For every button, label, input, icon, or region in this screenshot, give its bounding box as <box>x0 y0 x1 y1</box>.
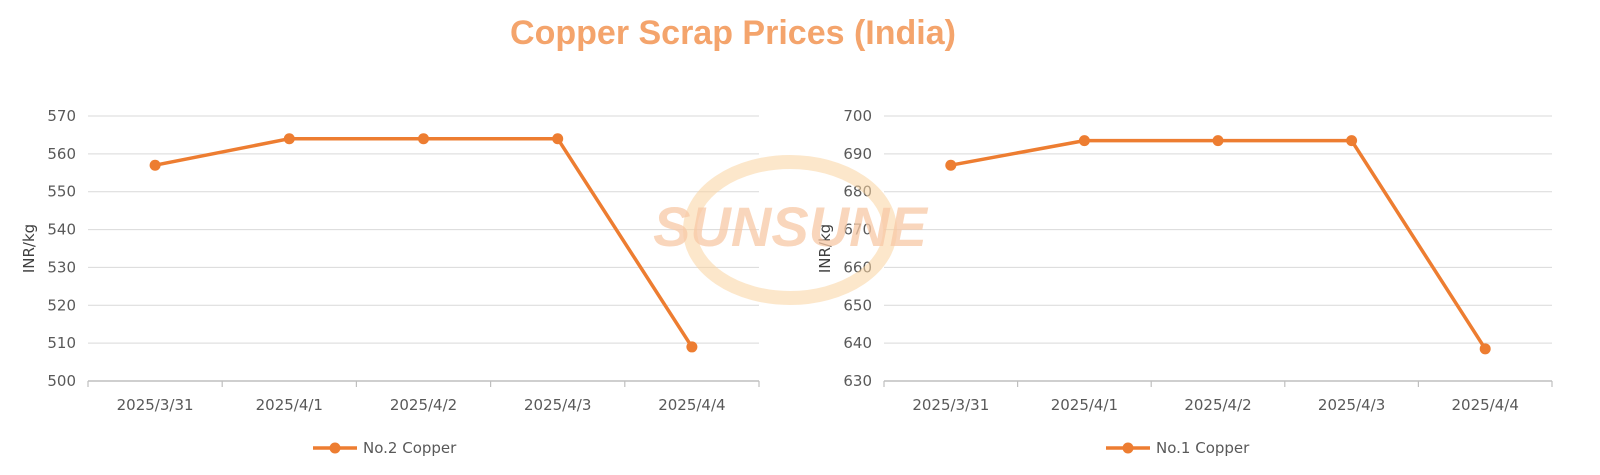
legend-marker <box>1122 442 1134 454</box>
y-tick-label: 560 <box>47 145 76 163</box>
data-point <box>149 159 161 171</box>
data-point <box>283 133 295 145</box>
y-tick-label: 500 <box>47 372 76 390</box>
y-tick-label: 660 <box>843 258 872 276</box>
y-tick-label: 700 <box>843 107 872 125</box>
legend-label: No.1 Copper <box>1156 439 1250 457</box>
x-tick-label: 2025/4/4 <box>658 396 725 414</box>
data-point <box>686 341 698 353</box>
x-tick-label: 2025/3/31 <box>117 396 194 414</box>
chart-no1-copper: 630 640 650 660 670 680 690 700 2025/3/31 2025/4/… <box>816 107 1553 457</box>
x-tick-label: 2025/4/4 <box>1452 396 1519 414</box>
y-tick-label: 570 <box>47 107 76 125</box>
x-tick-label: 2025/4/3 <box>1318 396 1385 414</box>
y-axis-label: INR/kg <box>20 224 38 273</box>
data-point <box>1346 135 1358 147</box>
y-tick-label: 640 <box>843 334 872 352</box>
y-tick-label: 680 <box>843 183 872 201</box>
x-tick-label: 2025/4/2 <box>1184 396 1251 414</box>
y-tick-label: 510 <box>47 334 76 352</box>
series-line <box>949 138 1487 351</box>
y-tick-label: 530 <box>47 258 76 276</box>
chart-no2-copper: 500 510 520 530 540 550 560 570 2025/3/31 2025/4/… <box>20 107 760 457</box>
x-tick-label: 2025/4/2 <box>390 396 457 414</box>
legend-label: No.2 Copper <box>363 439 457 457</box>
y-tick-label: 540 <box>47 221 76 239</box>
y-tick-label: 650 <box>843 296 872 314</box>
x-tick-label: 2025/4/3 <box>524 396 591 414</box>
y-tick-label: 670 <box>843 221 872 239</box>
y-axis-label: INR/kg <box>816 224 834 273</box>
data-point <box>1212 135 1224 147</box>
page-title: Copper Scrap Prices (India) <box>510 14 956 52</box>
x-tick-label: 2025/4/1 <box>256 396 323 414</box>
x-tick-label: 2025/3/31 <box>912 396 989 414</box>
legend-marker <box>329 442 341 454</box>
y-tick-label: 690 <box>843 145 872 163</box>
data-point <box>1078 135 1090 147</box>
data-point <box>1479 343 1491 355</box>
series-line <box>153 136 694 349</box>
data-point <box>418 133 429 145</box>
data-point <box>552 133 564 145</box>
x-tick-label: 2025/4/1 <box>1051 396 1118 414</box>
y-tick-label: 550 <box>47 183 76 201</box>
y-tick-label: 630 <box>843 372 872 390</box>
data-point <box>945 159 957 171</box>
y-tick-label: 520 <box>47 296 76 314</box>
